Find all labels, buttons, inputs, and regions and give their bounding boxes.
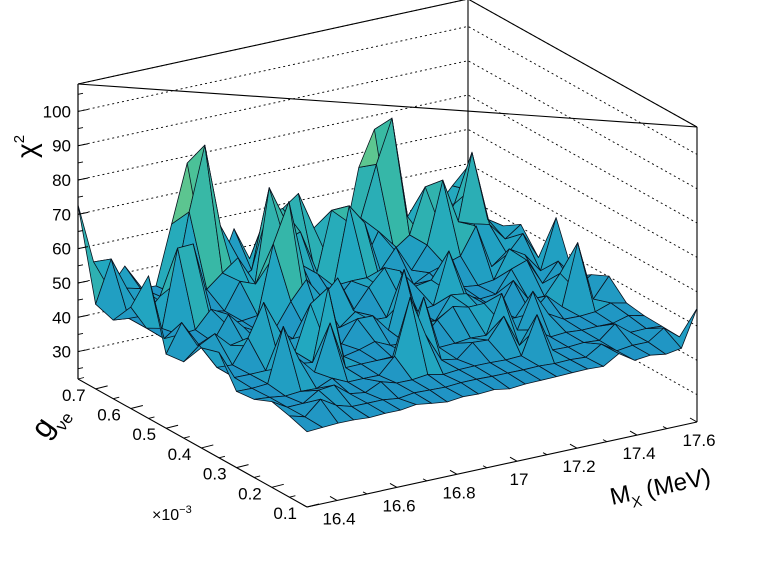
z-tick-1 (77, 314, 89, 318)
z-tick-label-1: 40 (52, 308, 71, 327)
y-tick-label-3: 0.4 (168, 445, 192, 464)
x-axis-title: MX (MeV) (608, 463, 714, 516)
x-tick-label-2: 16.8 (442, 483, 475, 502)
x-tick-2 (449, 469, 458, 475)
y-tick-label-5: 0.6 (97, 406, 121, 425)
y-tick-label-1: 0.2 (238, 484, 262, 503)
x-tick-label-0: 16.4 (322, 509, 355, 528)
y-tick-label-2: 0.3 (203, 465, 227, 484)
z-tick-label-0: 30 (52, 343, 71, 362)
y-tick-4 (165, 424, 179, 429)
y-minor-tick (77, 377, 85, 380)
z-tick-0 (77, 349, 89, 353)
y-minor-tick (148, 416, 155, 419)
z-tick-label-7: 100 (43, 102, 71, 121)
x-tick-6 (689, 417, 698, 423)
z-tick-7 (77, 108, 89, 112)
x-tick-5 (629, 430, 638, 436)
z-minor-tick (77, 92, 84, 95)
y-tick-label-0: 0.1 (273, 504, 297, 523)
y-minor-tick (113, 396, 120, 400)
x-axis-title-unit: (MeV) (644, 463, 714, 503)
y-tick-5 (130, 405, 143, 410)
y-tick-3 (201, 444, 214, 449)
z-tick-label-6: 90 (52, 137, 71, 156)
x-tick-4 (569, 443, 578, 449)
z-tick-3 (77, 246, 89, 250)
y-minor-tick (289, 495, 296, 498)
x-tick-label-1: 16.6 (382, 496, 415, 515)
y-axis-exponent-power: −3 (179, 504, 192, 516)
x-tick-label-5: 17.4 (622, 444, 655, 463)
frame-top-back (77, 0, 698, 128)
x-tick-label-4: 17.2 (562, 457, 595, 476)
x-minor-tick (362, 491, 368, 495)
y-tick-6 (95, 385, 108, 390)
z-tick-label-2: 50 (52, 274, 71, 293)
surface-layer (77, 117, 698, 433)
z-minor-tick (77, 367, 84, 370)
z-minor-tick (77, 161, 84, 164)
frame-front-bottom (306, 421, 698, 508)
y-minor-tick (254, 475, 261, 478)
z-minor-tick (77, 195, 84, 198)
ticks-layer: 30 40 50 60 70 80 90 100 0.1 0.2 0.3 0.4 0.5 0.6 0.7 16… (43, 92, 716, 528)
z-axis-title-sup: 2 (11, 135, 28, 143)
y-tick-label-6: 0.7 (62, 386, 86, 405)
z-minor-tick (77, 230, 84, 232)
z-minor-tick (77, 298, 84, 301)
y-tick-label-4: 0.5 (132, 425, 156, 444)
x-tick-1 (389, 482, 398, 488)
z-tick-6 (77, 143, 89, 147)
z-tick-4 (77, 211, 89, 215)
y-tick-1 (271, 483, 284, 488)
frame-left-bottom (77, 378, 308, 508)
z-tick-label-3: 60 (52, 240, 71, 259)
x-minor-tick (602, 439, 608, 443)
frame-top-diagonal (77, 83, 698, 128)
z-tick-2 (77, 280, 89, 284)
y-minor-tick (183, 436, 190, 439)
x-minor-tick (662, 426, 668, 429)
y-tick-0 (306, 503, 320, 508)
x-tick-label-6: 17.6 (682, 431, 715, 450)
x-tick-label-3: 17 (510, 470, 529, 489)
z-minor-tick (77, 332, 84, 335)
x-minor-tick (482, 465, 488, 469)
y-tick-2 (236, 464, 249, 469)
x-tick-0 (329, 496, 338, 501)
z-axis-title: χ2 (11, 135, 42, 158)
z-tick-label-4: 70 (52, 205, 71, 224)
y-axis-exponent: ×10−3 (152, 504, 192, 524)
z-tick-label-5: 80 (52, 171, 71, 190)
x-minor-tick (542, 452, 548, 456)
x-tick-3 (509, 456, 518, 462)
z-tick-5 (77, 177, 89, 181)
surface-facet-24-0 (663, 307, 698, 349)
x-axis-title-sub: X (630, 493, 643, 512)
z-minor-tick (77, 264, 84, 267)
x-minor-tick (422, 478, 428, 482)
z-minor-tick (77, 127, 84, 130)
x-minor-tick (302, 504, 308, 508)
y-minor-tick (218, 455, 226, 459)
